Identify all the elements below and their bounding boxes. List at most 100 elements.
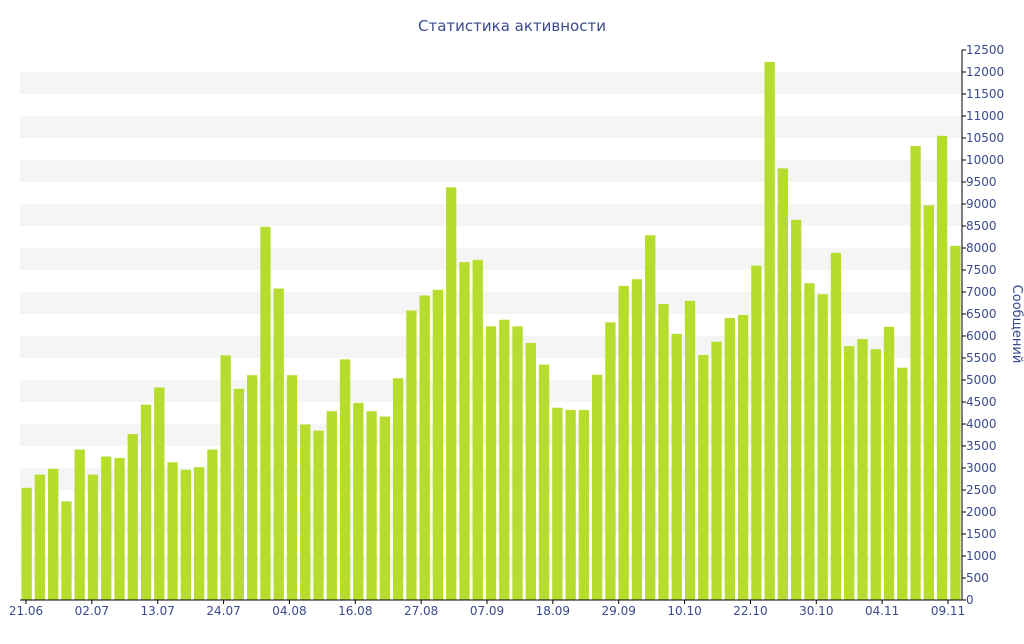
y-tick-label: 10000: [966, 153, 1004, 167]
bar[interactable]: 7140: [618, 285, 629, 600]
bar[interactable]: 4170: [379, 416, 391, 600]
bar-series: 2550285029802240342028503260323037704440…: [21, 61, 961, 601]
y-tick-label: 4000: [966, 417, 997, 431]
bar[interactable]: 2850: [34, 474, 46, 600]
bar[interactable]: 4290: [326, 411, 337, 600]
bar[interactable]: 6220: [485, 326, 497, 600]
bar[interactable]: 8050: [950, 245, 961, 601]
y-tick-label: 5500: [966, 351, 997, 365]
bar[interactable]: 6210: [883, 326, 895, 600]
bar[interactable]: 4320: [578, 409, 590, 600]
bar[interactable]: 4830: [154, 387, 165, 600]
bar[interactable]: 6370: [499, 319, 510, 600]
bar[interactable]: 3770: [127, 434, 138, 600]
bar[interactable]: 3260: [101, 456, 112, 600]
bar[interactable]: 2550: [21, 487, 32, 600]
bar[interactable]: 3420: [207, 449, 218, 600]
y-tick-label: 500: [966, 571, 989, 585]
x-tick-label: 18.09: [536, 604, 570, 618]
bar[interactable]: 4320: [565, 409, 576, 600]
bar[interactable]: 5870: [711, 341, 722, 600]
bar[interactable]: 10320: [910, 145, 921, 601]
bar[interactable]: 6730: [658, 303, 669, 600]
y-tick-label: 11000: [966, 109, 1004, 123]
bar[interactable]: 5570: [698, 354, 709, 600]
bar[interactable]: 5120: [591, 374, 603, 600]
bar[interactable]: 5470: [339, 359, 351, 600]
bar[interactable]: 4800: [233, 388, 245, 600]
y-tick-label: 8500: [966, 219, 997, 233]
bar[interactable]: 5350: [538, 364, 550, 600]
y-axis-ticks: 0 500 1000 1500 2000 2500 3000 3500 4000 4500 5000…: [962, 43, 1004, 607]
y-tick-label: 7000: [966, 285, 997, 299]
grid-band: [20, 248, 962, 270]
x-tick-label: 04.08: [272, 604, 306, 618]
bar[interactable]: 6310: [605, 322, 616, 600]
y-tick-label: 12000: [966, 65, 1004, 79]
y-tick-label: 7500: [966, 263, 997, 277]
bar[interactable]: 3230: [114, 457, 125, 600]
bar[interactable]: 3850: [313, 430, 324, 600]
bar[interactable]: 7290: [631, 279, 643, 600]
y-tick-label: 2500: [966, 483, 997, 497]
bar[interactable]: 6950: [817, 294, 828, 600]
bar[interactable]: 4480: [353, 402, 364, 600]
bar[interactable]: 4440: [140, 404, 152, 600]
bar[interactable]: 8640: [790, 219, 802, 600]
bar[interactable]: 8290: [645, 235, 656, 601]
x-tick-label: 04.11: [865, 604, 899, 618]
bar[interactable]: 10550: [936, 135, 948, 601]
y-tick-label: 6500: [966, 307, 997, 321]
bar[interactable]: 4290: [366, 411, 377, 600]
bar[interactable]: 7600: [751, 265, 762, 600]
bar[interactable]: 6220: [512, 326, 523, 600]
bar[interactable]: 9810: [777, 168, 789, 601]
bar[interactable]: 2850: [87, 474, 99, 600]
bar[interactable]: 5770: [844, 346, 855, 600]
bar[interactable]: 6410: [724, 317, 735, 600]
x-tick-label: 24.07: [206, 604, 240, 618]
bar[interactable]: 5840: [525, 343, 536, 600]
y-tick-label: 2000: [966, 505, 997, 519]
bar[interactable]: 6050: [671, 333, 682, 600]
bar[interactable]: 5110: [247, 375, 258, 600]
bar[interactable]: 5110: [286, 375, 298, 600]
bar[interactable]: 3990: [300, 424, 311, 600]
bar[interactable]: 8480: [260, 226, 271, 600]
bar[interactable]: 7730: [472, 259, 483, 600]
y-tick-label: 12500: [966, 43, 1004, 57]
bar[interactable]: 8970: [923, 205, 935, 600]
y-axis-label: Сообщений: [1009, 285, 1024, 364]
grid-band: [20, 160, 962, 182]
bar[interactable]: 7080: [273, 288, 284, 600]
bar[interactable]: 3130: [167, 462, 178, 600]
bar[interactable]: 6480: [737, 314, 749, 600]
y-tick-label: 0: [966, 593, 974, 607]
bar[interactable]: 4370: [552, 407, 563, 600]
bar[interactable]: 2240: [61, 501, 72, 600]
bar[interactable]: 7200: [804, 283, 815, 600]
bar[interactable]: 6580: [406, 310, 417, 600]
bar[interactable]: 3020: [193, 467, 205, 600]
bar[interactable]: 5700: [870, 349, 881, 600]
bar[interactable]: 6920: [419, 295, 430, 600]
bar[interactable]: 6800: [684, 300, 696, 600]
bar[interactable]: 7050: [432, 289, 444, 600]
bar[interactable]: 2980: [47, 468, 59, 600]
bar[interactable]: 5930: [857, 339, 868, 600]
bar[interactable]: 7680: [459, 262, 470, 600]
bar[interactable]: 2960: [180, 469, 192, 600]
bar[interactable]: 3420: [74, 449, 85, 600]
y-tick-label: 1000: [966, 549, 997, 563]
bar[interactable]: 5280: [897, 367, 908, 600]
bar[interactable]: 5560: [220, 355, 231, 600]
bar[interactable]: 7890: [830, 252, 842, 600]
y-tick-label: 9500: [966, 175, 997, 189]
bar[interactable]: 9380: [446, 187, 457, 600]
y-tick-label: 8000: [966, 241, 997, 255]
bar[interactable]: 12230: [764, 61, 775, 600]
y-tick-label: 5000: [966, 373, 997, 387]
bar[interactable]: 5040: [392, 378, 404, 600]
y-tick-label: 6000: [966, 329, 997, 343]
